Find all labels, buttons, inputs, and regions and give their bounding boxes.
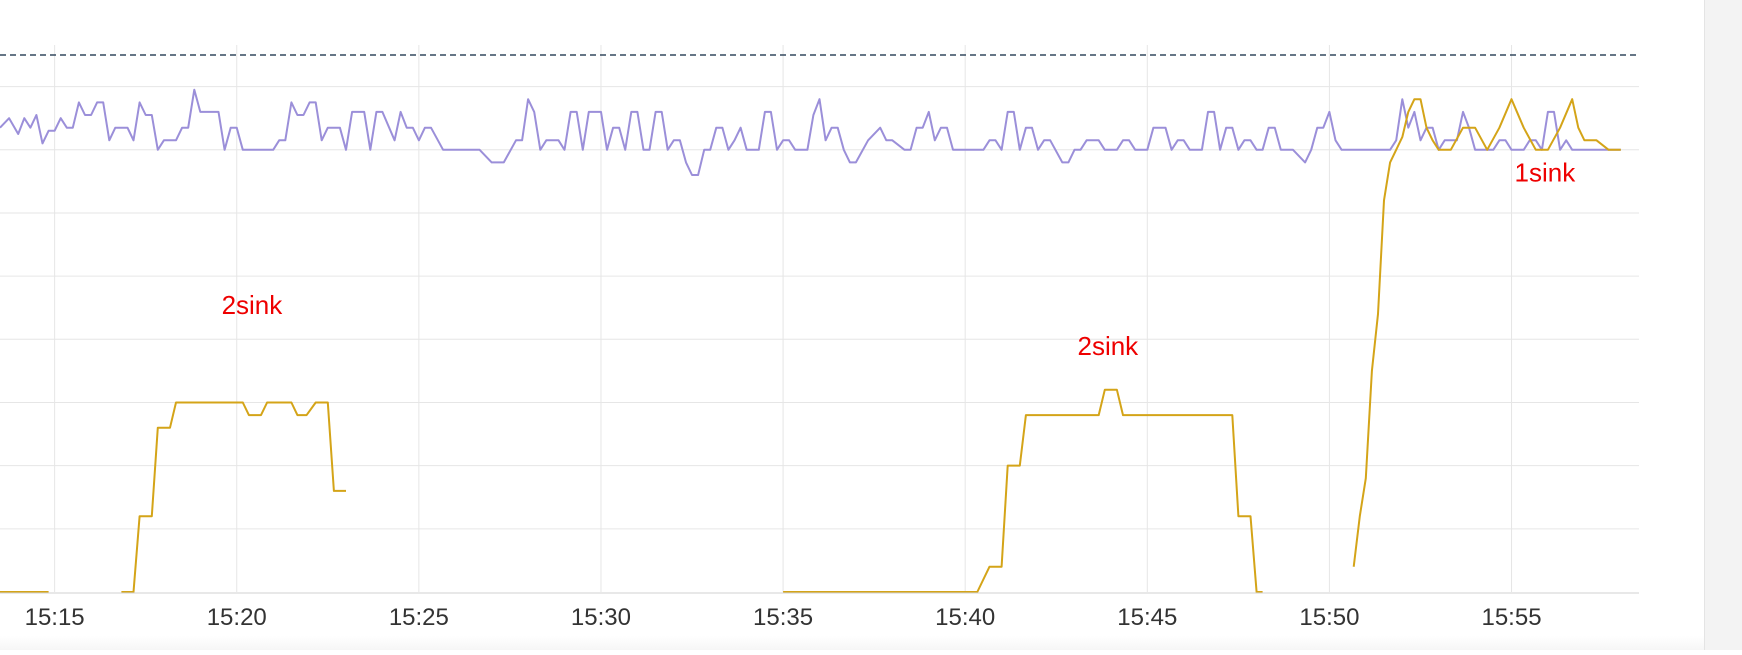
x-tick-label: 15:20 bbox=[207, 604, 267, 631]
x-tick-label: 15:25 bbox=[389, 604, 449, 631]
annotation-label-1: 2sink bbox=[1077, 331, 1139, 361]
x-tick-label: 15:40 bbox=[935, 604, 995, 631]
x-tick-label: 15:55 bbox=[1481, 604, 1541, 631]
x-axis: 15:15 15:20 15:25 15:30 15:35 15:40 15:45 15:50… bbox=[0, 592, 1639, 631]
series-1-line-segment-3 bbox=[1352, 98, 1621, 567]
series-lines bbox=[0, 88, 1621, 593]
x-tick-label: 15:30 bbox=[571, 604, 631, 631]
series-1-line-segment-2 bbox=[783, 388, 1263, 593]
x-tick-label: 15:45 bbox=[1117, 604, 1177, 631]
annotation-label-0: 2sink bbox=[222, 290, 284, 320]
x-tick-label: 15:15 bbox=[25, 604, 85, 631]
annotations: 2sink 2sink 1sink bbox=[222, 157, 1577, 361]
annotation-label-2: 1sink bbox=[1515, 157, 1577, 187]
vertical-scrollbar[interactable] bbox=[1704, 0, 1742, 650]
series-0-line bbox=[0, 88, 1621, 176]
x-tick-label: 15:35 bbox=[753, 604, 813, 631]
legend-strip bbox=[0, 636, 1704, 650]
series-1-line-segment-1 bbox=[121, 401, 346, 593]
line-chart: 2sink 2sink 1sink 15:15 15:20 15:25 15:30 15:3… bbox=[0, 45, 1639, 631]
x-tick-label: 15:50 bbox=[1299, 604, 1359, 631]
